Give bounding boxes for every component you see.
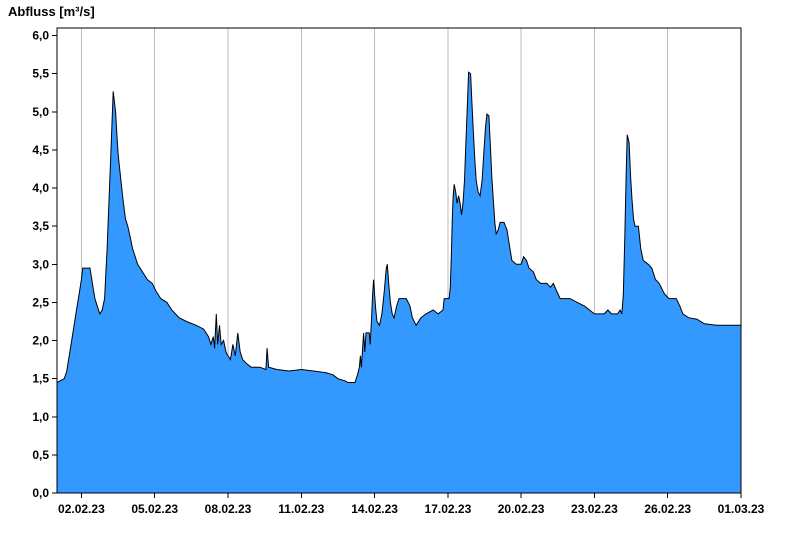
x-tick-label: 23.02.23 (571, 502, 618, 516)
y-tick-label: 3,0 (32, 257, 49, 271)
x-tick-label: 14.02.23 (351, 502, 398, 516)
x-tick-label: 20.02.23 (498, 502, 545, 516)
x-tick-label: 02.02.23 (58, 502, 105, 516)
y-tick-label: 4,0 (32, 181, 49, 195)
y-tick-label: 5,5 (32, 67, 49, 81)
y-tick-label: 0,5 (32, 448, 49, 462)
y-tick-label: 1,0 (32, 410, 49, 424)
chart-title: Abfluss [m³/s] (8, 4, 95, 19)
y-tick-label: 2,5 (32, 295, 49, 309)
y-tick-label: 4,5 (32, 143, 49, 157)
x-tick-label: 05.02.23 (131, 502, 178, 516)
x-tick-label: 26.02.23 (644, 502, 691, 516)
y-tick-label: 3,5 (32, 219, 49, 233)
y-tick-label: 2,0 (32, 334, 49, 348)
y-tick-label: 6,0 (32, 29, 49, 43)
x-tick-label: 08.02.23 (205, 502, 252, 516)
y-tick-label: 1,5 (32, 372, 49, 386)
x-tick-label: 17.02.23 (425, 502, 472, 516)
plot-frame (56, 27, 742, 494)
y-tick-label: 0,0 (32, 486, 49, 500)
x-tick-label: 11.02.23 (278, 502, 324, 516)
x-tick-label: 01.03.23 (718, 502, 765, 516)
y-tick-label: 5,0 (32, 105, 49, 119)
discharge-area (56, 71, 742, 494)
